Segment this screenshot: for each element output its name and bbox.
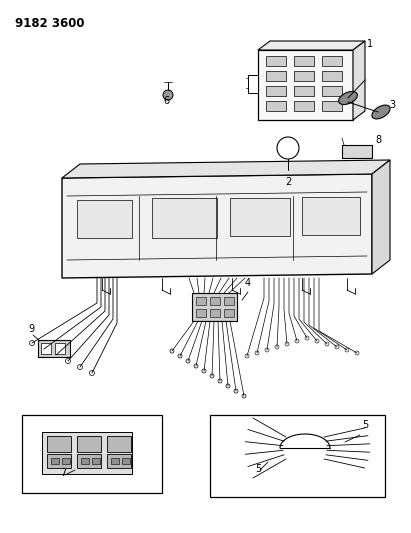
Bar: [322, 56, 342, 66]
Bar: [266, 56, 286, 66]
Bar: [38, 340, 70, 357]
Bar: [77, 436, 101, 452]
Bar: [81, 458, 89, 464]
Circle shape: [90, 370, 95, 376]
Text: 9: 9: [28, 324, 34, 334]
Circle shape: [53, 352, 58, 358]
Circle shape: [325, 342, 329, 346]
Bar: [224, 297, 234, 305]
Circle shape: [78, 365, 83, 369]
Text: 5: 5: [362, 420, 368, 430]
Bar: [302, 197, 360, 235]
Bar: [294, 86, 314, 96]
Bar: [47, 436, 71, 452]
Ellipse shape: [339, 92, 357, 104]
Bar: [210, 297, 220, 305]
Circle shape: [218, 379, 222, 383]
Polygon shape: [62, 160, 390, 178]
Bar: [266, 71, 286, 81]
Circle shape: [194, 364, 198, 368]
Text: 3: 3: [389, 100, 395, 110]
Circle shape: [355, 351, 359, 355]
Bar: [196, 309, 206, 317]
Polygon shape: [372, 160, 390, 274]
Circle shape: [265, 348, 269, 352]
Bar: [294, 56, 314, 66]
Circle shape: [245, 354, 249, 358]
Bar: [248, 75, 258, 93]
Bar: [342, 145, 372, 158]
Circle shape: [65, 359, 71, 364]
Circle shape: [163, 90, 173, 100]
Circle shape: [242, 394, 246, 398]
Circle shape: [255, 351, 259, 355]
Bar: [122, 458, 130, 464]
Bar: [152, 198, 217, 238]
Bar: [62, 458, 70, 464]
Text: 7: 7: [60, 468, 66, 478]
Bar: [107, 436, 131, 452]
Bar: [51, 458, 59, 464]
Text: 1: 1: [367, 39, 373, 49]
Text: 6: 6: [163, 96, 169, 106]
Bar: [224, 309, 234, 317]
Bar: [111, 458, 119, 464]
Bar: [107, 454, 131, 468]
Bar: [322, 71, 342, 81]
Bar: [92, 458, 100, 464]
Circle shape: [178, 354, 182, 358]
Bar: [266, 86, 286, 96]
Bar: [322, 86, 342, 96]
Bar: [42, 432, 132, 474]
Circle shape: [335, 345, 339, 349]
Bar: [322, 101, 342, 111]
Circle shape: [275, 345, 279, 349]
Circle shape: [305, 336, 309, 340]
Circle shape: [42, 346, 46, 351]
Circle shape: [186, 359, 190, 363]
Text: 5: 5: [255, 464, 261, 474]
Bar: [230, 198, 290, 236]
Text: 4: 4: [245, 278, 251, 288]
Circle shape: [210, 374, 214, 378]
Bar: [196, 297, 206, 305]
Text: 9182 3600: 9182 3600: [15, 17, 85, 30]
Circle shape: [226, 384, 230, 388]
Polygon shape: [258, 41, 365, 50]
Circle shape: [277, 137, 299, 159]
Bar: [77, 200, 132, 238]
Bar: [47, 454, 71, 468]
Polygon shape: [62, 174, 372, 278]
Circle shape: [234, 389, 238, 393]
Bar: [55, 343, 65, 354]
Circle shape: [285, 342, 289, 346]
Bar: [294, 71, 314, 81]
Circle shape: [295, 339, 299, 343]
Circle shape: [345, 348, 349, 352]
Circle shape: [202, 369, 206, 373]
Circle shape: [30, 341, 35, 345]
Bar: [192, 293, 237, 321]
Bar: [22, 415, 162, 493]
Bar: [210, 309, 220, 317]
Polygon shape: [353, 41, 365, 120]
Bar: [294, 101, 314, 111]
Bar: [258, 50, 353, 120]
Ellipse shape: [372, 105, 390, 119]
Bar: [210, 415, 385, 497]
Text: 8: 8: [375, 135, 381, 145]
Circle shape: [170, 349, 174, 353]
Text: 2: 2: [285, 177, 291, 187]
Circle shape: [315, 339, 319, 343]
Bar: [77, 454, 101, 468]
Bar: [266, 101, 286, 111]
Bar: [41, 343, 51, 354]
